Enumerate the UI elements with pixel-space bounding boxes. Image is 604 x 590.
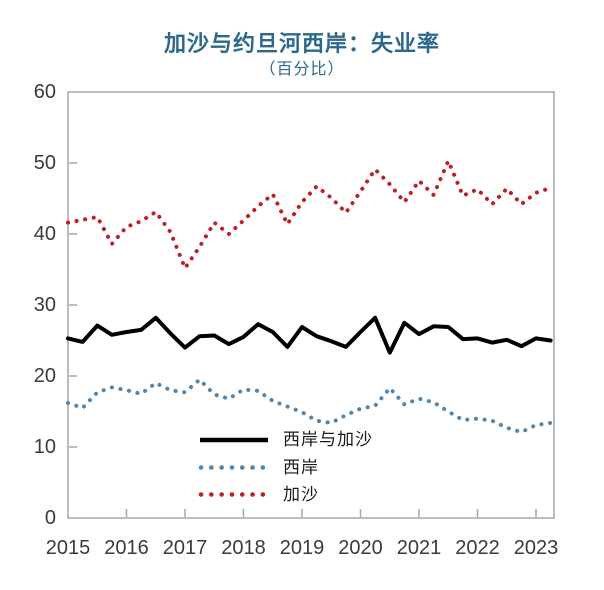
x-axis-label: 2021 xyxy=(396,537,442,559)
axis-ticks xyxy=(69,162,537,517)
chart-title: 加沙与约旦河西岸：失业率 xyxy=(163,31,440,56)
series-line-west-bank-and-gaza xyxy=(66,315,553,355)
x-axis-label: 2020 xyxy=(338,537,383,559)
legend-label-west-bank: 西岸 xyxy=(283,458,319,477)
y-axis-label: 30 xyxy=(33,294,56,316)
x-axis-label: 2016 xyxy=(104,537,149,559)
x-axis-label: 2023 xyxy=(513,537,559,559)
x-axis-label: 2018 xyxy=(221,537,266,559)
x-axis-label: 2022 xyxy=(455,537,500,559)
legend-label-gaza: 加沙 xyxy=(283,485,319,504)
y-axis-label: 10 xyxy=(33,436,56,458)
x-axis-label: 2015 xyxy=(45,537,91,559)
series-line-west-bank xyxy=(66,376,553,435)
chart-subtitle: （百分比） xyxy=(259,61,345,78)
x-axis-label: 2019 xyxy=(279,537,325,559)
y-axis-label: 60 xyxy=(33,81,56,103)
legend-label-total: 西岸与加沙 xyxy=(283,430,373,449)
y-axis-label: 20 xyxy=(33,365,56,387)
y-axis-label: 0 xyxy=(44,507,56,529)
legend xyxy=(198,437,268,497)
y-axis-label: 40 xyxy=(33,223,56,245)
series-line-gaza xyxy=(66,155,553,273)
x-axis-label: 2017 xyxy=(162,537,208,559)
plot-border xyxy=(67,91,555,519)
y-axis-label: 50 xyxy=(33,152,56,174)
